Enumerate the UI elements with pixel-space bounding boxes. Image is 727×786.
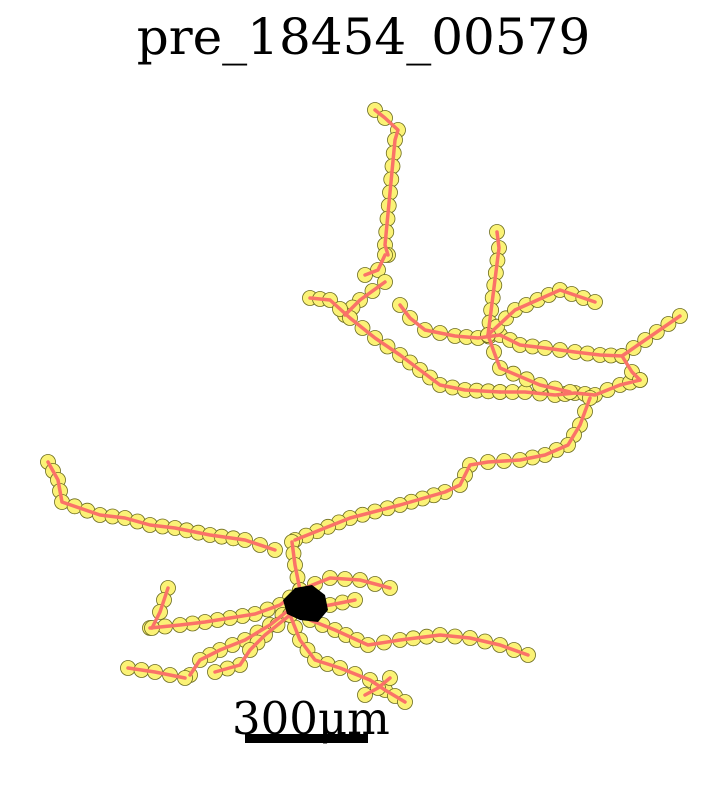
neurite-branch	[213, 613, 292, 674]
neurite-branch	[486, 230, 501, 337]
figure-title: pre_18454_00579	[136, 8, 591, 66]
neurite-branches	[46, 108, 682, 704]
neurite-branch	[150, 586, 170, 630]
neurite-branch	[486, 333, 572, 394]
neurite-branch	[293, 396, 592, 542]
neurite-branch	[298, 576, 392, 592]
soma	[283, 585, 328, 622]
neurite-branch	[363, 676, 392, 697]
neurite-branch	[498, 378, 642, 397]
neurite-branch	[126, 666, 187, 680]
scale-bar	[245, 734, 368, 743]
neurite-branch	[343, 280, 387, 317]
neurite-branch	[288, 613, 407, 704]
neurite-branch	[298, 598, 530, 657]
neurite-branch	[290, 540, 302, 592]
neurite-branch	[308, 296, 502, 394]
neurite-nodes	[40, 102, 688, 710]
neurite-branch	[46, 460, 277, 552]
soma-layer	[283, 585, 328, 622]
neurite-branch	[363, 253, 387, 277]
neurite-branch	[188, 603, 297, 677]
neurite-branch	[620, 314, 682, 358]
neurite-branch	[148, 588, 302, 630]
neurite-branch	[373, 108, 400, 257]
neurite-branch	[486, 288, 597, 337]
